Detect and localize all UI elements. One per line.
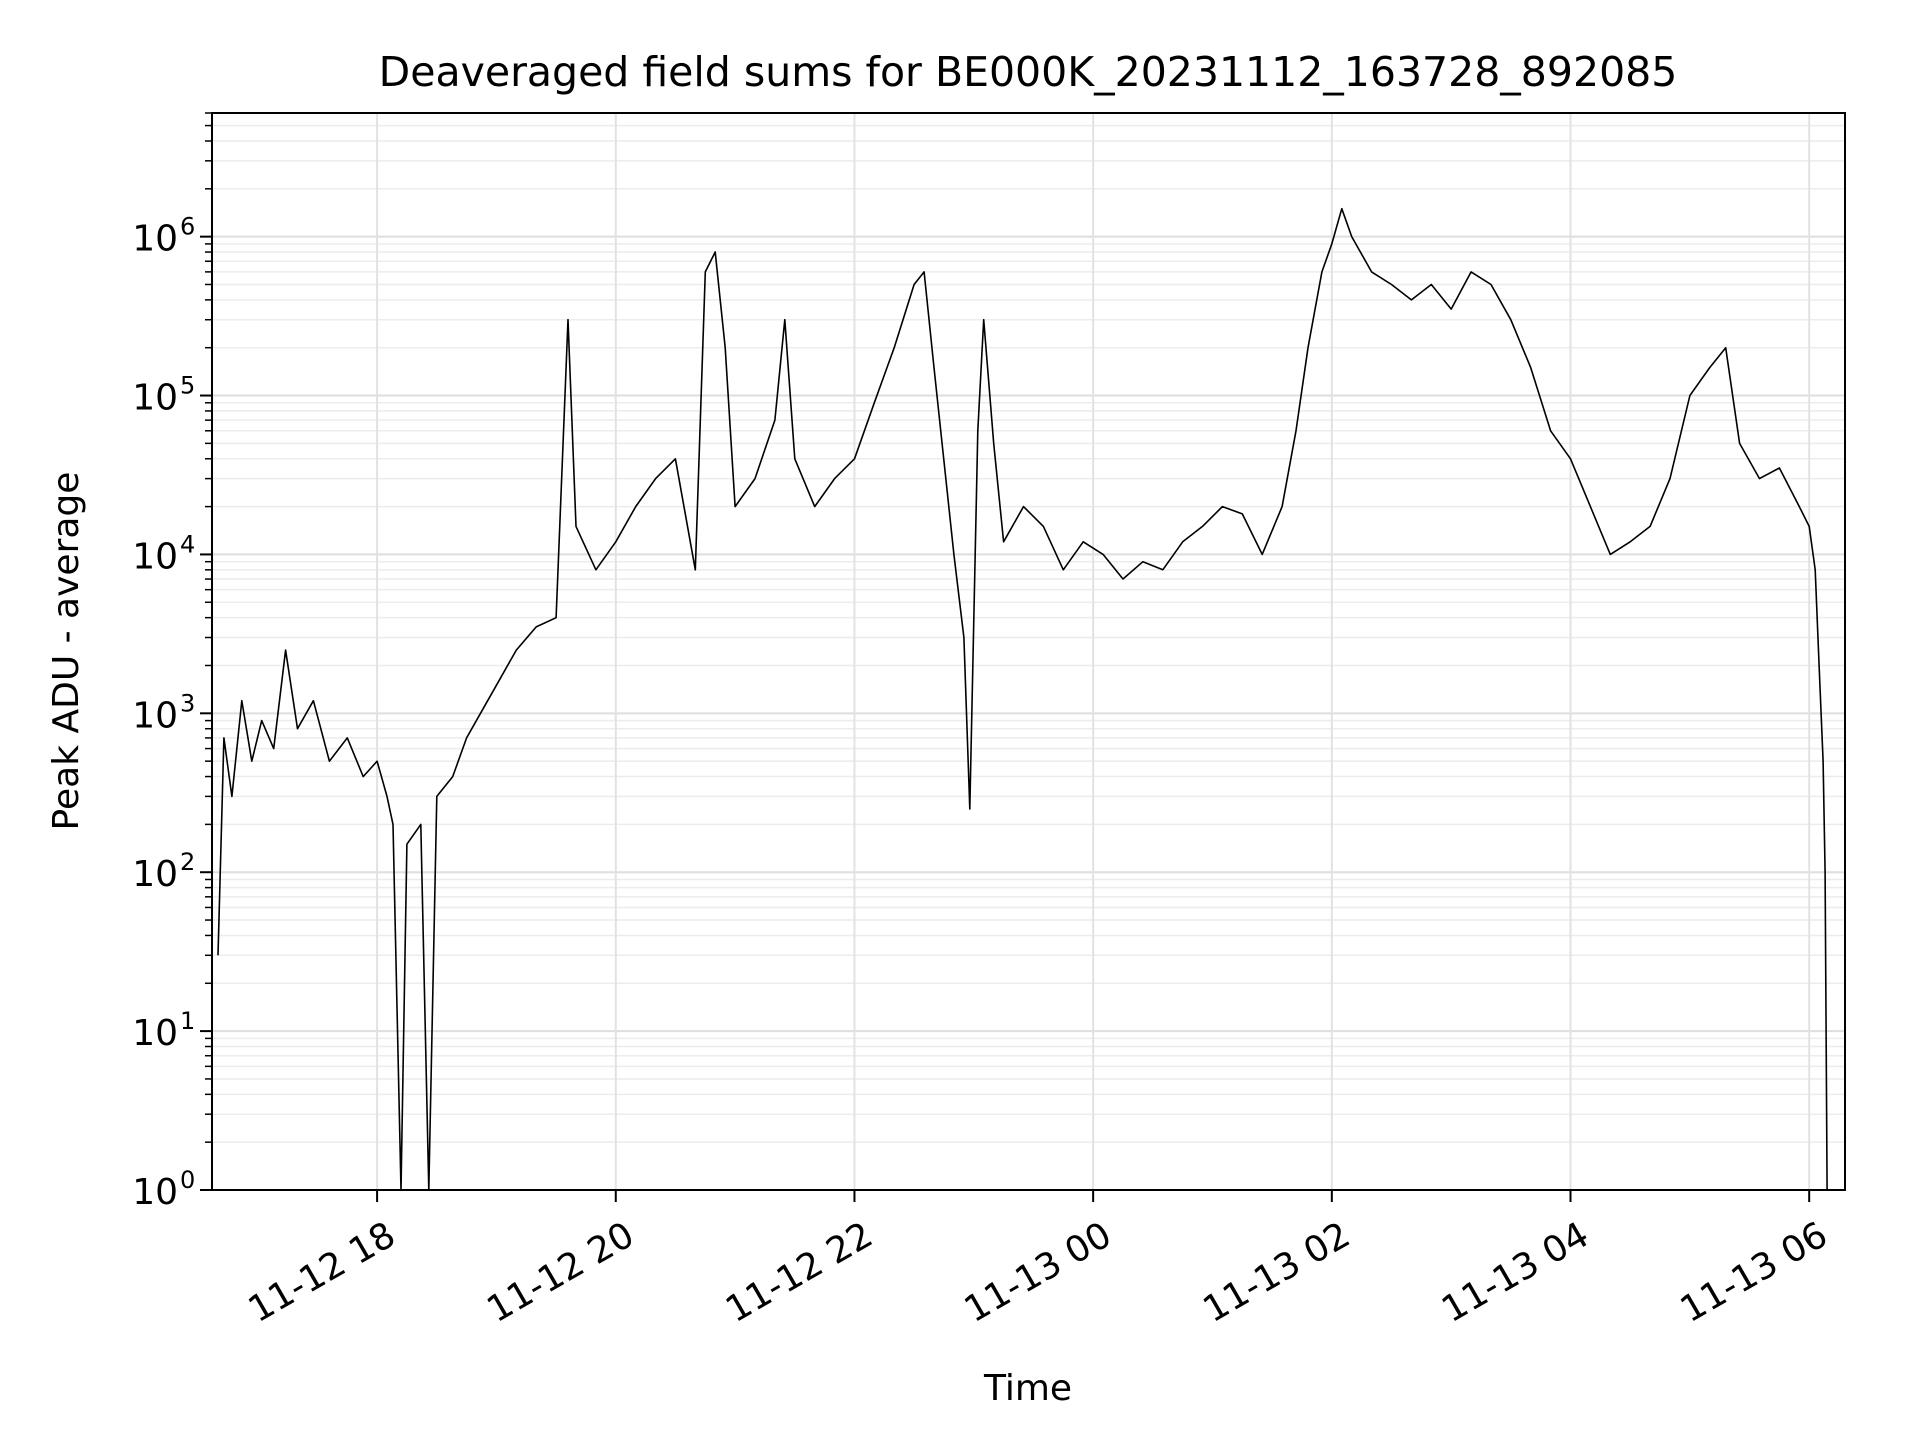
y-tick-exponent: 6 (180, 213, 195, 241)
y-tick-label: 10 (132, 219, 178, 260)
series-line (217, 207, 1828, 1191)
series-lines (217, 207, 1828, 1191)
chart-title: Deaveraged field sums for BE000K_2023111… (379, 48, 1678, 96)
y-tick-label: 10 (132, 854, 178, 895)
y-tick-label: 10 (132, 1013, 178, 1054)
y-axis-label: Peak ADU - average (46, 472, 87, 831)
plot-area (211, 112, 1846, 1191)
y-tick-label: 10 (132, 378, 178, 419)
y-tick-exponent: 5 (180, 372, 195, 400)
y-tick-label: 10 (132, 536, 178, 577)
y-tick-exponent: 2 (180, 848, 195, 876)
y-tick-label: 10 (132, 1172, 178, 1213)
grid (212, 112, 1845, 1191)
y-tick-exponent: 1 (180, 1007, 195, 1035)
y-tick-exponent: 3 (180, 689, 195, 717)
y-tick-exponent: 0 (180, 1166, 195, 1194)
y-tick-exponent: 4 (180, 530, 195, 558)
y-tick-label: 10 (132, 695, 178, 736)
x-axis-label: Time (983, 1368, 1072, 1409)
